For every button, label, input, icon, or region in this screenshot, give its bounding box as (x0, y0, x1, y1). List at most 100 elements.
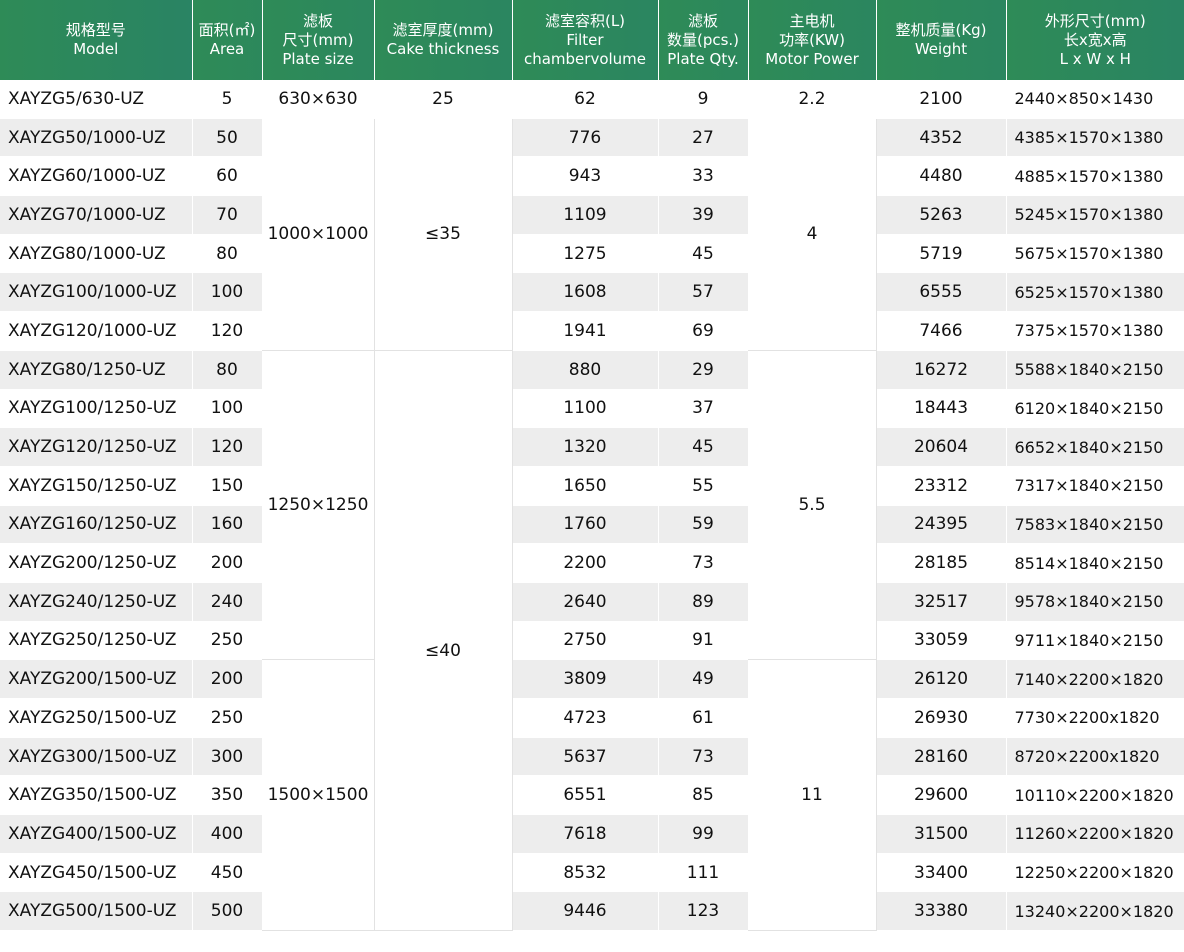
cell-plates: 99 (658, 814, 749, 854)
table-row: XAYZG160/1250-UZ 160 1760 59 24395 7583×… (0, 505, 1184, 545)
cell-dimensions: 10110×2200×1820 (1006, 775, 1184, 816)
table-row: XAYZG250/1500-UZ 250 4723 61 26930 7730×… (0, 698, 1184, 738)
table-row: XAYZG80/1000-UZ 80 1275 45 5719 5675×157… (0, 234, 1184, 274)
cell-model: XAYZG100/1250-UZ (0, 389, 193, 429)
cell-model: XAYZG350/1500-UZ (0, 775, 193, 816)
table-row: XAYZG300/1500-UZ 300 5637 73 28160 8720×… (0, 737, 1184, 777)
cell-area: 150 (192, 466, 263, 506)
header-row: 规格型号 Model 面积(㎡) Area 滤板 尺寸(mm) Plate si… (0, 0, 1184, 80)
cell-plate-size: 630×630 (262, 80, 375, 119)
cell-volume: 9446 (512, 891, 659, 932)
header-chamber-volume: 滤室容积(L) Filter chambervolume (512, 0, 659, 80)
cell-volume: 1650 (512, 466, 659, 506)
header-dimensions: 外形尺寸(mm) 长x宽x高 L x W x H (1006, 0, 1184, 80)
cell-motor-power: 11 (748, 659, 877, 932)
cell-cake-thickness: 25 (374, 80, 513, 119)
cell-weight: 28160 (876, 737, 1007, 777)
table-row: XAYZG400/1500-UZ 400 7618 99 31500 11260… (0, 814, 1184, 854)
cell-plates: 111 (658, 853, 749, 893)
cell-plate-size: 1500×1500 (262, 659, 375, 932)
cell-area: 60 (192, 156, 263, 197)
cell-model: XAYZG80/1250-UZ (0, 350, 193, 390)
cell-model: XAYZG450/1500-UZ (0, 853, 193, 893)
cell-weight: 5263 (876, 195, 1007, 235)
cell-volume: 3809 (512, 659, 659, 699)
table-row: XAYZG240/1250-UZ 240 2640 89 32517 9578×… (0, 582, 1184, 622)
cell-plate-size: 1250×1250 (262, 350, 375, 661)
cell-dimensions: 7317×1840×2150 (1006, 466, 1184, 506)
cell-volume: 2200 (512, 543, 659, 583)
cell-weight: 6555 (876, 272, 1007, 313)
cell-area: 500 (192, 891, 263, 932)
cell-plates: 37 (658, 389, 749, 429)
cell-dimensions: 12250×2200×1820 (1006, 853, 1184, 893)
cell-dimensions: 5245×1570×1380 (1006, 195, 1184, 235)
cell-plates: 57 (658, 272, 749, 313)
cell-weight: 5719 (876, 234, 1007, 274)
cell-plates: 91 (658, 621, 749, 661)
cell-dimensions: 6120×1840×2150 (1006, 389, 1184, 429)
cell-area: 120 (192, 311, 263, 351)
cell-plates: 45 (658, 234, 749, 274)
cell-area: 250 (192, 621, 263, 661)
cell-volume: 1275 (512, 234, 659, 274)
cell-volume: 6551 (512, 775, 659, 816)
cell-weight: 26120 (876, 659, 1007, 699)
cell-model: XAYZG200/1500-UZ (0, 659, 193, 699)
cell-model: XAYZG400/1500-UZ (0, 814, 193, 854)
cell-weight: 32517 (876, 582, 1007, 622)
cell-area: 70 (192, 195, 263, 235)
cell-model: XAYZG300/1500-UZ (0, 737, 193, 777)
table-row: XAYZG250/1250-UZ 250 2750 91 33059 9711×… (0, 621, 1184, 661)
cell-weight: 33059 (876, 621, 1007, 661)
cell-volume: 1320 (512, 427, 659, 467)
cell-model: XAYZG250/1500-UZ (0, 698, 193, 738)
cell-model: XAYZG240/1250-UZ (0, 582, 193, 622)
cell-area: 5 (192, 80, 263, 119)
cell-plates: 27 (658, 118, 749, 158)
cell-volume: 2640 (512, 582, 659, 622)
cell-area: 80 (192, 350, 263, 390)
cell-dimensions: 8514×1840×2150 (1006, 543, 1184, 583)
cell-area: 200 (192, 543, 263, 583)
cell-plates: 45 (658, 427, 749, 467)
cell-dimensions: 4385×1570×1380 (1006, 118, 1184, 158)
cell-dimensions: 6652×1840×2150 (1006, 427, 1184, 467)
cell-plates: 85 (658, 775, 749, 816)
cell-model: XAYZG60/1000-UZ (0, 156, 193, 197)
cell-model: XAYZG500/1500-UZ (0, 891, 193, 932)
cell-area: 120 (192, 427, 263, 467)
cell-model: XAYZG150/1250-UZ (0, 466, 193, 506)
cell-motor-power: 5.5 (748, 350, 877, 661)
cell-area: 450 (192, 853, 263, 893)
cell-model: XAYZG200/1250-UZ (0, 543, 193, 583)
cell-area: 50 (192, 118, 263, 158)
cell-area: 300 (192, 737, 263, 777)
table-row: XAYZG100/1000-UZ 100 1608 57 6555 6525×1… (0, 272, 1184, 313)
cell-area: 250 (192, 698, 263, 738)
cell-volume: 776 (512, 118, 659, 158)
table-row: XAYZG70/1000-UZ 70 1109 39 5263 5245×157… (0, 195, 1184, 235)
cell-model: XAYZG120/1250-UZ (0, 427, 193, 467)
cell-model: XAYZG5/630-UZ (0, 80, 193, 119)
table-row: XAYZG350/1500-UZ 350 6551 85 29600 10110… (0, 775, 1184, 816)
table-row: XAYZG5/630-UZ 5 630×630 25 62 9 2.2 2100… (0, 80, 1184, 119)
cell-plates: 61 (658, 698, 749, 738)
cell-weight: 4480 (876, 156, 1007, 197)
table-row: XAYZG200/1250-UZ 200 2200 73 28185 8514×… (0, 543, 1184, 583)
cell-dimensions: 6525×1570×1380 (1006, 272, 1184, 313)
table-row: XAYZG120/1250-UZ 120 1320 45 20604 6652×… (0, 427, 1184, 467)
cake-thickness-value: ≤40 (425, 640, 461, 661)
table-row: XAYZG120/1000-UZ 120 1941 69 7466 7375×1… (0, 311, 1184, 351)
cell-area: 100 (192, 389, 263, 429)
cell-volume: 5637 (512, 737, 659, 777)
cell-area: 350 (192, 775, 263, 816)
cell-volume: 1608 (512, 272, 659, 313)
cell-volume: 1760 (512, 505, 659, 545)
cell-weight: 33400 (876, 853, 1007, 893)
cell-dimensions: 7140×2200×1820 (1006, 659, 1184, 699)
cell-plates: 123 (658, 891, 749, 932)
header-cake-thickness: 滤室厚度(mm) Cake thickness (374, 0, 513, 80)
cell-volume: 880 (512, 350, 659, 390)
cell-dimensions: 2440×850×1430 (1006, 80, 1184, 119)
